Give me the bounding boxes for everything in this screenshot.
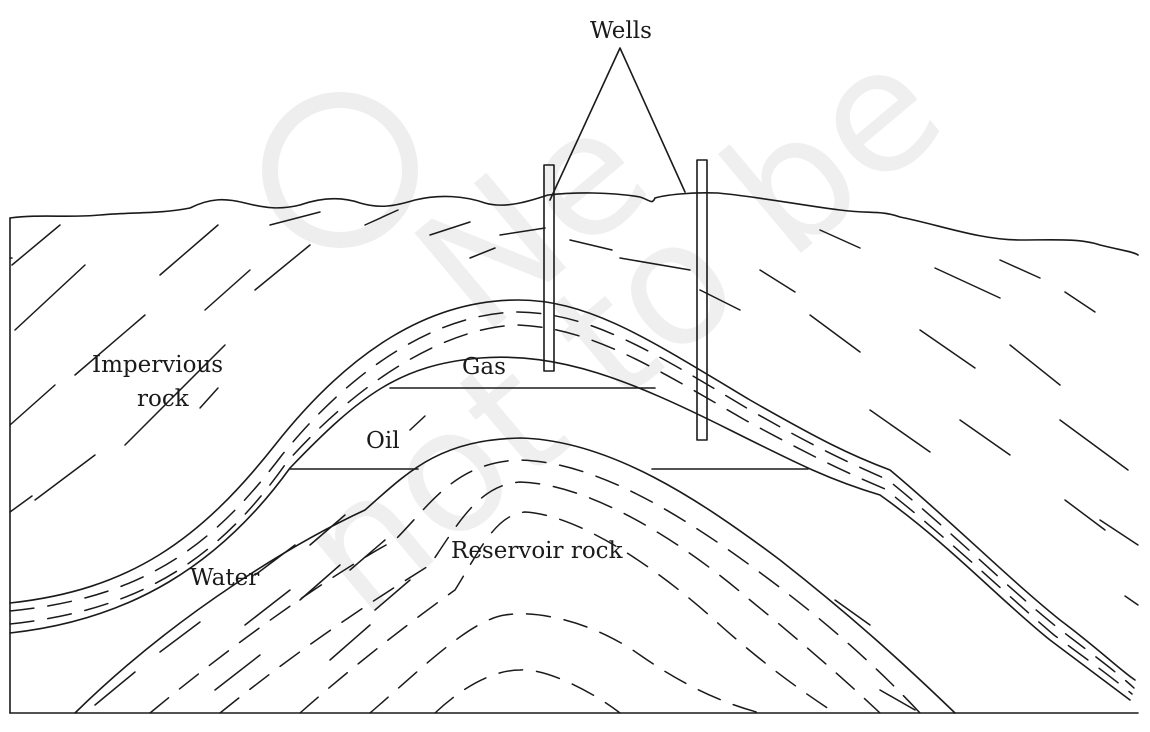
label-water: Water xyxy=(190,565,259,591)
wells-pointer-lines xyxy=(549,47,686,201)
ground-surface xyxy=(9,192,1139,256)
well-left xyxy=(543,164,555,372)
reservoir-rock-layer xyxy=(9,299,1136,701)
label-impervious-rock-line1: Impervious xyxy=(92,352,223,378)
wells xyxy=(543,47,708,441)
well-right xyxy=(696,159,708,441)
reservoir-rock-dome xyxy=(74,437,956,714)
label-gas: Gas xyxy=(462,354,506,380)
label-impervious-rock-line2: rock xyxy=(137,386,190,412)
label-reservoir-rock: Reservoir rock xyxy=(451,538,624,564)
label-wells: Wells xyxy=(590,18,652,44)
impervious-rock-hatching xyxy=(9,209,1139,606)
label-oil: Oil xyxy=(366,428,400,454)
diagram-frame xyxy=(9,217,1139,714)
water-zone-hatching xyxy=(94,415,916,711)
